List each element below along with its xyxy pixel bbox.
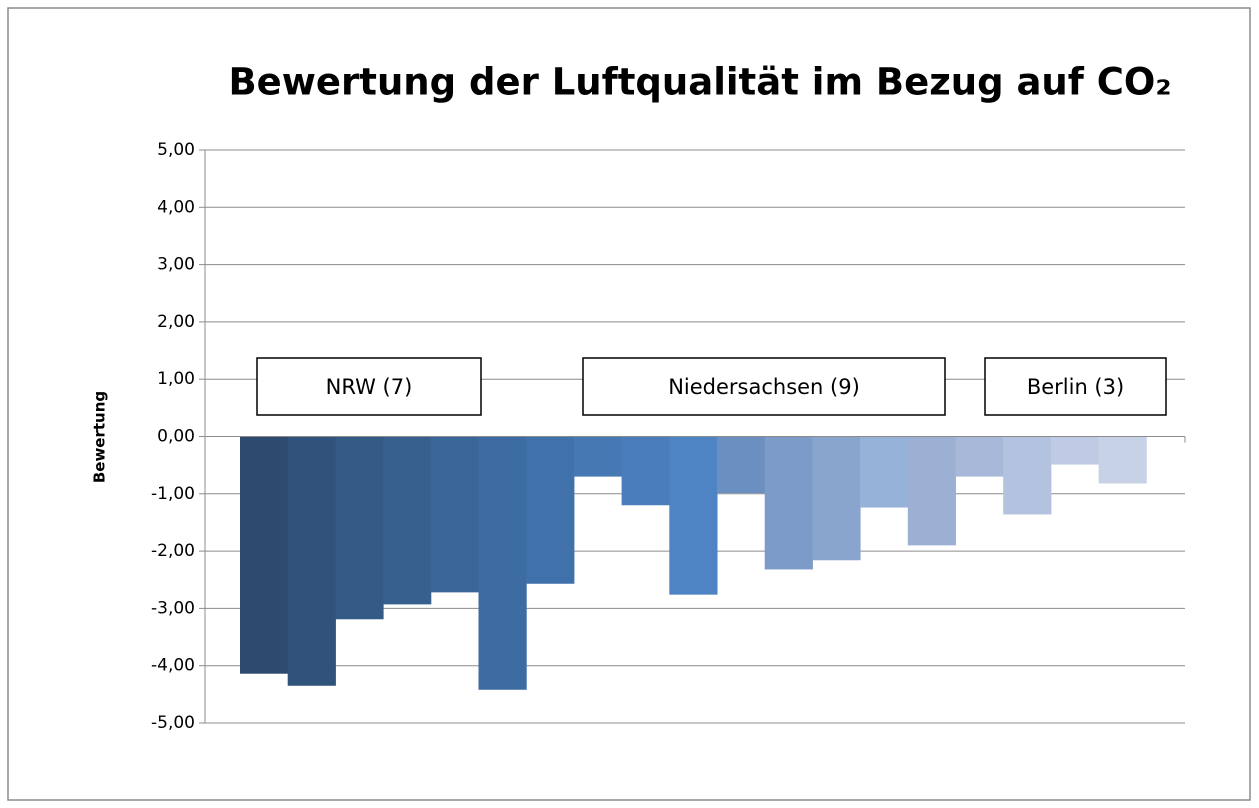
bar (240, 436, 289, 674)
y-tick-label: -1,00 (151, 484, 195, 504)
bar (621, 436, 670, 506)
y-axis-label: Bewertung (91, 391, 109, 483)
y-tick-label: 2,00 (157, 312, 195, 332)
annotation: NRW (7) (326, 375, 413, 399)
bar (812, 436, 861, 561)
y-tick-label: -4,00 (151, 656, 195, 676)
bar (573, 436, 623, 477)
y-tick-label: 1,00 (157, 369, 195, 389)
bar (1050, 436, 1100, 465)
annotation-box (582, 357, 946, 416)
bar (764, 436, 813, 570)
y-tick-label: -5,00 (151, 713, 195, 733)
y-tick-label: -2,00 (151, 541, 195, 561)
y-tick-label: 0,00 (157, 427, 195, 447)
y-tick-label: 3,00 (157, 255, 195, 275)
y-tick-label: 5,00 (157, 140, 195, 160)
bar (526, 436, 575, 584)
annotation-box (984, 357, 1167, 416)
annotation: Berlin (3) (1027, 375, 1124, 399)
bar (1003, 436, 1052, 515)
bar (335, 436, 384, 620)
bar (383, 436, 432, 605)
bar (478, 436, 527, 690)
bar (860, 436, 909, 508)
y-tick-label: 4,00 (157, 197, 195, 217)
chart-title: Bewertung der Luftqualität im Bezug auf … (228, 61, 1171, 104)
y-tick-label: -3,00 (151, 598, 195, 618)
annotation: Niedersachsen (9) (668, 375, 860, 399)
bar (430, 436, 479, 593)
annotation-box (256, 357, 482, 416)
bar (287, 436, 336, 686)
bar (717, 436, 766, 494)
bar (955, 436, 1004, 477)
bar (907, 436, 956, 546)
bar (1098, 436, 1147, 484)
bar (669, 436, 718, 595)
